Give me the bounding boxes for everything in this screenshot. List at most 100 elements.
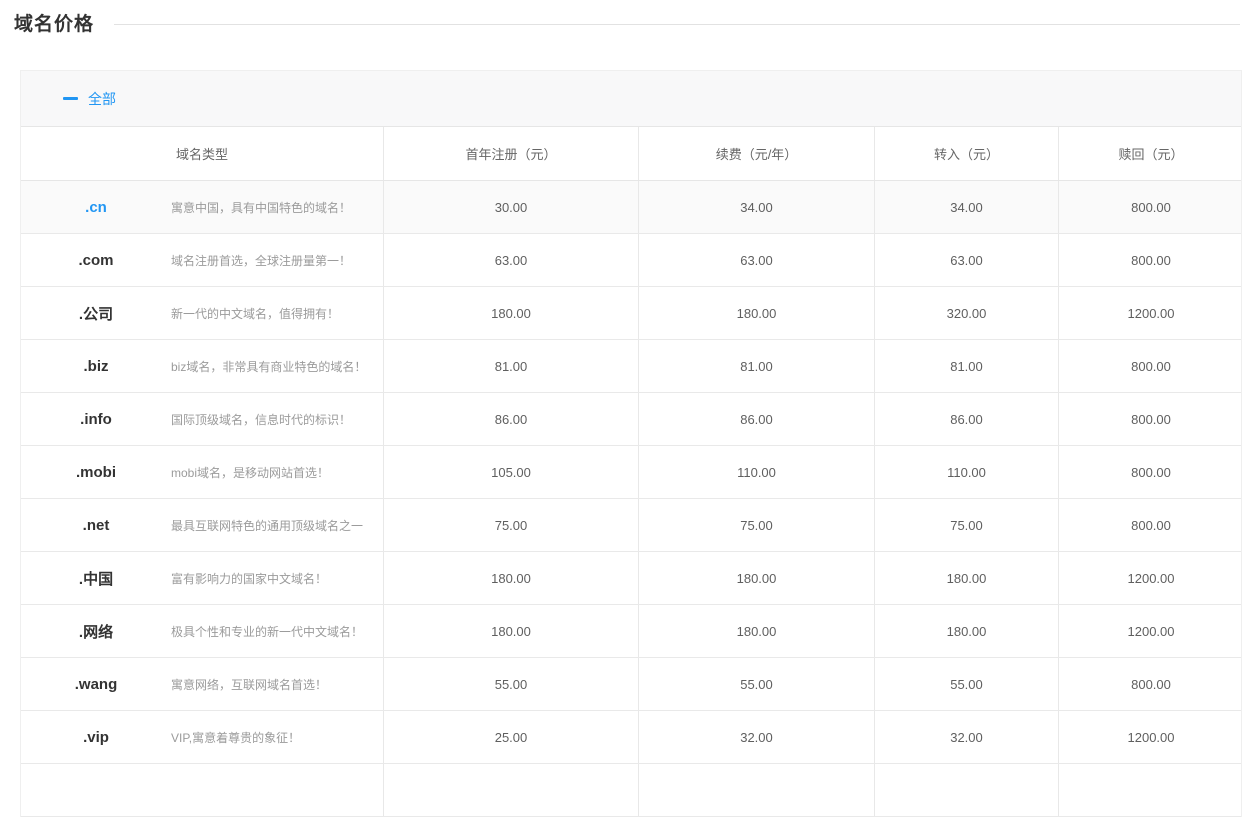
renewal-price-cell: 32.00 [638,711,874,763]
tld-description: 极具个性和专业的新一代中文域名！ [171,624,364,639]
first-year-price-cell: 63.00 [383,234,638,286]
domain-type-cell: .com 域名注册首选，全球注册量第一！ [21,234,383,286]
renewal-price-cell: 86.00 [638,393,874,445]
tld-description: VIP,寓意着尊贵的象征！ [171,730,301,745]
redeem-price-cell: 800.00 [1058,446,1243,498]
table-row[interactable]: .网络 极具个性和专业的新一代中文域名！ 180.00 180.00 180.0… [21,605,1241,658]
tld-description: mobi域名，是移动网站首选！ [171,465,330,480]
tld-label[interactable]: .info [80,410,112,428]
collapse-label[interactable]: 全部 [88,90,116,107]
domain-type-cell [21,764,383,816]
domain-type-cell: .网络 极具个性和专业的新一代中文域名！ [21,605,383,657]
renewal-price-cell: 180.00 [638,605,874,657]
title-divider [114,23,1240,25]
domain-type-cell: .mobi mobi域名，是移动网站首选！ [21,446,383,498]
table-header-row: 域名类型 首年注册（元） 续费（元/年） 转入（元） 赎回（元） [21,127,1241,181]
tld-label[interactable]: .wang [74,675,118,693]
first-year-price-cell: 81.00 [383,340,638,392]
column-header-redemption: 赎回（元） [1058,127,1243,180]
redeem-price-cell: 1200.00 [1058,605,1243,657]
table-row[interactable]: .cn 寓意中国，具有中国特色的域名！ 30.00 34.00 34.00 80… [21,181,1241,234]
tld-label[interactable]: .cn [85,198,107,216]
redeem-price-cell: 800.00 [1058,340,1243,392]
first-year-price-cell: 180.00 [383,287,638,339]
domain-type-cell: .vip VIP,寓意着尊贵的象征！ [21,711,383,763]
redeem-price-cell: 800.00 [1058,499,1243,551]
column-header-first-year: 首年注册（元） [383,127,638,180]
redeem-price-cell: 800.00 [1058,181,1243,233]
column-header-renewal: 续费（元/年） [638,127,874,180]
tld-description: 最具互联网特色的通用顶级域名之一 [171,518,364,533]
tld-description: 寓意中国，具有中国特色的域名！ [171,200,352,215]
renewal-price-cell: 55.00 [638,658,874,710]
table-row[interactable]: .中国 富有影响力的国家中文域名！ 180.00 180.00 180.00 1… [21,552,1241,605]
first-year-price-cell: 25.00 [383,711,638,763]
transfer-price-cell: 32.00 [874,711,1058,763]
tld-label[interactable]: .biz [83,357,109,375]
page-header: 域名价格 [0,0,1247,35]
transfer-price-cell: 180.00 [874,552,1058,604]
transfer-price-cell: 55.00 [874,658,1058,710]
redeem-price-cell: 800.00 [1058,393,1243,445]
domain-type-cell: .中国 富有影响力的国家中文域名！ [21,552,383,604]
tld-description: 寓意网络，互联网域名首选！ [171,677,328,692]
first-year-price-cell: 86.00 [383,393,638,445]
transfer-price-cell: 320.00 [874,287,1058,339]
redeem-price-cell: 1200.00 [1058,287,1243,339]
tld-description: 域名注册首选，全球注册量第一！ [171,253,352,268]
redeem-price-cell: 1200.00 [1058,552,1243,604]
redeem-price-cell: 800.00 [1058,658,1243,710]
table-row[interactable]: .com 域名注册首选，全球注册量第一！ 63.00 63.00 63.00 8… [21,234,1241,287]
tld-description: 富有影响力的国家中文域名！ [171,571,328,586]
transfer-price-cell: 110.00 [874,446,1058,498]
tld-label[interactable]: .vip [83,728,109,746]
first-year-price-cell: 105.00 [383,446,638,498]
table-row[interactable] [21,764,1241,817]
tld-label[interactable]: .net [82,516,110,534]
transfer-price-cell: 81.00 [874,340,1058,392]
tld-description: 新一代的中文域名，值得拥有！ [171,306,340,321]
renewal-price-cell: 75.00 [638,499,874,551]
table-row[interactable]: .公司 新一代的中文域名，值得拥有！ 180.00 180.00 320.00 … [21,287,1241,340]
renewal-price-cell: 180.00 [638,552,874,604]
redeem-price-cell: 1200.00 [1058,711,1243,763]
table-row[interactable]: .wang 寓意网络，互联网域名首选！ 55.00 55.00 55.00 80… [21,658,1241,711]
table-row[interactable]: .biz biz域名，非常具有商业特色的域名！ 81.00 81.00 81.0… [21,340,1241,393]
domain-type-cell: .biz biz域名，非常具有商业特色的域名！ [21,340,383,392]
transfer-price-cell [874,764,1058,816]
table-row[interactable]: .info 国际顶级域名，信息时代的标识！ 86.00 86.00 86.00 … [21,393,1241,446]
transfer-price-cell: 75.00 [874,499,1058,551]
table-body: .cn 寓意中国，具有中国特色的域名！ 30.00 34.00 34.00 80… [21,181,1241,817]
renewal-price-cell [638,764,874,816]
pricing-table: 域名类型 首年注册（元） 续费（元/年） 转入（元） 赎回（元） .cn 寓意中… [21,127,1241,817]
transfer-price-cell: 34.00 [874,181,1058,233]
domain-type-cell: .info 国际顶级域名，信息时代的标识！ [21,393,383,445]
tld-label[interactable]: .mobi [76,463,116,481]
redeem-price-cell [1058,764,1243,816]
tld-label[interactable]: .中国 [78,570,114,588]
domain-type-cell: .cn 寓意中国，具有中国特色的域名！ [21,181,383,233]
tld-label[interactable]: .com [78,251,114,269]
renewal-price-cell: 110.00 [638,446,874,498]
table-row[interactable]: .net 最具互联网特色的通用顶级域名之一 75.00 75.00 75.00 … [21,499,1241,552]
column-header-domain-type: 域名类型 [175,147,228,162]
tld-label[interactable]: .网络 [78,623,114,641]
first-year-price-cell: 180.00 [383,605,638,657]
domain-pricing-panel: 全部 域名类型 首年注册（元） 续费（元/年） 转入（元） 赎回（元） .cn … [20,70,1242,817]
redeem-price-cell: 800.00 [1058,234,1243,286]
first-year-price-cell: 55.00 [383,658,638,710]
column-header-transfer-in: 转入（元） [874,127,1058,180]
table-row[interactable]: .mobi mobi域名，是移动网站首选！ 105.00 110.00 110.… [21,446,1241,499]
tld-description: biz域名，非常具有商业特色的域名！ [171,359,367,374]
first-year-price-cell: 30.00 [383,181,638,233]
collapse-header-all[interactable]: 全部 [21,71,1241,127]
table-row[interactable]: .vip VIP,寓意着尊贵的象征！ 25.00 32.00 32.00 120… [21,711,1241,764]
domain-type-cell: .wang 寓意网络，互联网域名首选！ [21,658,383,710]
page-title: 域名价格 [14,13,95,35]
collapse-minus-icon[interactable] [63,97,78,100]
first-year-price-cell [383,764,638,816]
renewal-price-cell: 180.00 [638,287,874,339]
tld-label[interactable]: .公司 [78,305,114,323]
renewal-price-cell: 34.00 [638,181,874,233]
transfer-price-cell: 86.00 [874,393,1058,445]
